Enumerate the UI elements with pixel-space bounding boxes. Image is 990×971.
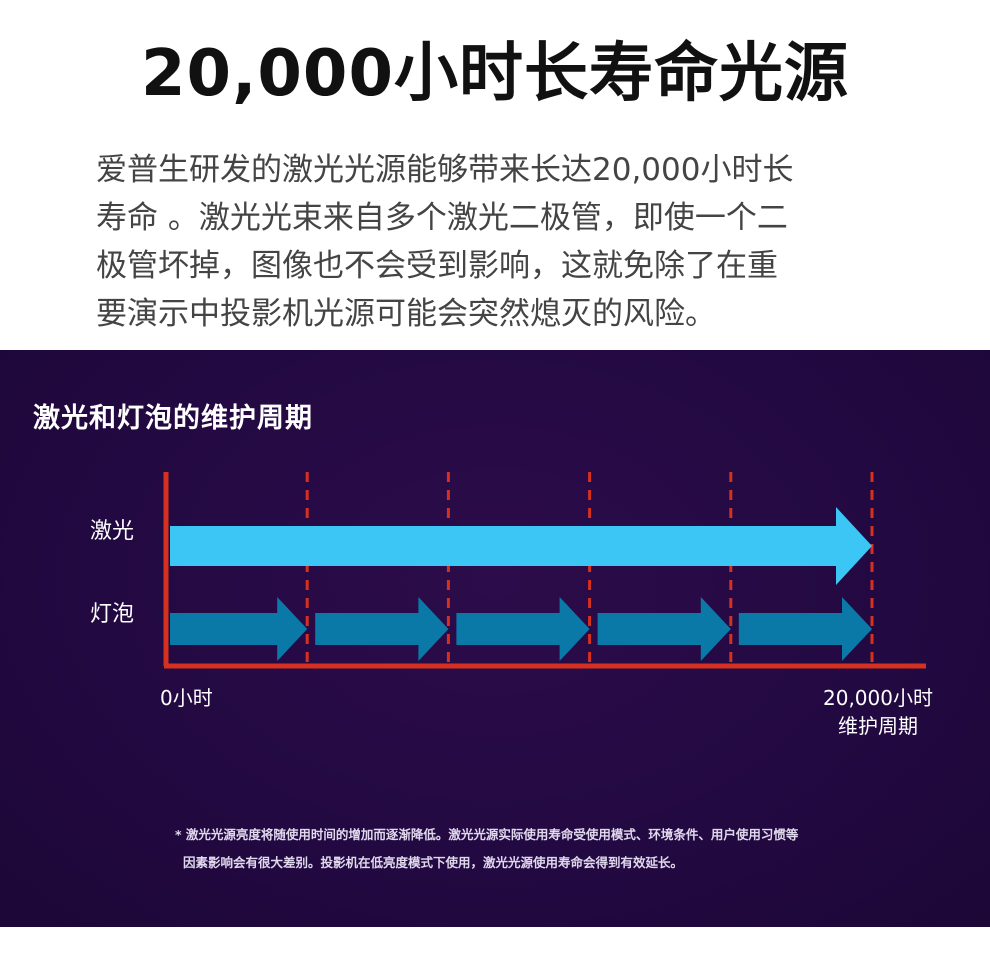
intro-line: 要演示中投影机光源可能会突然熄灭的风险。 bbox=[96, 296, 716, 332]
intro-line: 极管坏掉，图像也不会受到影响，这就免除了在重 bbox=[96, 248, 778, 284]
axis-end-label-hours: 20,000小时 bbox=[823, 686, 933, 710]
row-label-laser: 激光 bbox=[90, 519, 135, 544]
laser-arrow bbox=[170, 507, 872, 585]
intro-line: 寿命 。激光光束来自多个激光二极管，即使一个二 bbox=[96, 200, 788, 236]
lamp-arrow bbox=[597, 597, 731, 661]
lamp-arrow bbox=[456, 597, 590, 661]
maintenance-cycle-diagram bbox=[163, 472, 926, 669]
lamp-arrow bbox=[315, 597, 449, 661]
axis-end-label: 20,000小时 维护周期 bbox=[808, 684, 948, 740]
diagram-title: 激光和灯泡的维护周期 bbox=[33, 403, 313, 434]
lamp-arrow bbox=[738, 597, 872, 661]
footnote: * 激光光源亮度将随使用时间的增加而逐渐降低。激光光源实际使用寿命受使用模式、环… bbox=[175, 821, 975, 877]
axis-start-label: 0小时 bbox=[160, 686, 213, 710]
lamp-arrow bbox=[170, 597, 308, 661]
maintenance-cycle-panel: 激光和灯泡的维护周期 激光 灯泡 0小时 20,000小时 维护周期 * 激光光… bbox=[0, 350, 990, 927]
axis-end-label-caption: 维护周期 bbox=[838, 714, 918, 738]
footnote-line: * 激光光源亮度将随使用时间的增加而逐渐降低。激光光源实际使用寿命受使用模式、环… bbox=[175, 827, 799, 842]
row-label-lamp: 灯泡 bbox=[90, 602, 135, 627]
intro-line: 爱普生研发的激光光源能够带来长达20,000小时长 bbox=[96, 152, 794, 188]
intro-paragraph: 爱普生研发的激光光源能够带来长达20,000小时长 寿命 。激光光束来自多个激光… bbox=[96, 146, 896, 338]
footnote-line: 因素影响会有很大差别。投影机在低亮度模式下使用，激光光源使用寿命会得到有效延长。 bbox=[183, 855, 684, 870]
page-headline: 20,000小时长寿命光源 bbox=[141, 37, 849, 111]
